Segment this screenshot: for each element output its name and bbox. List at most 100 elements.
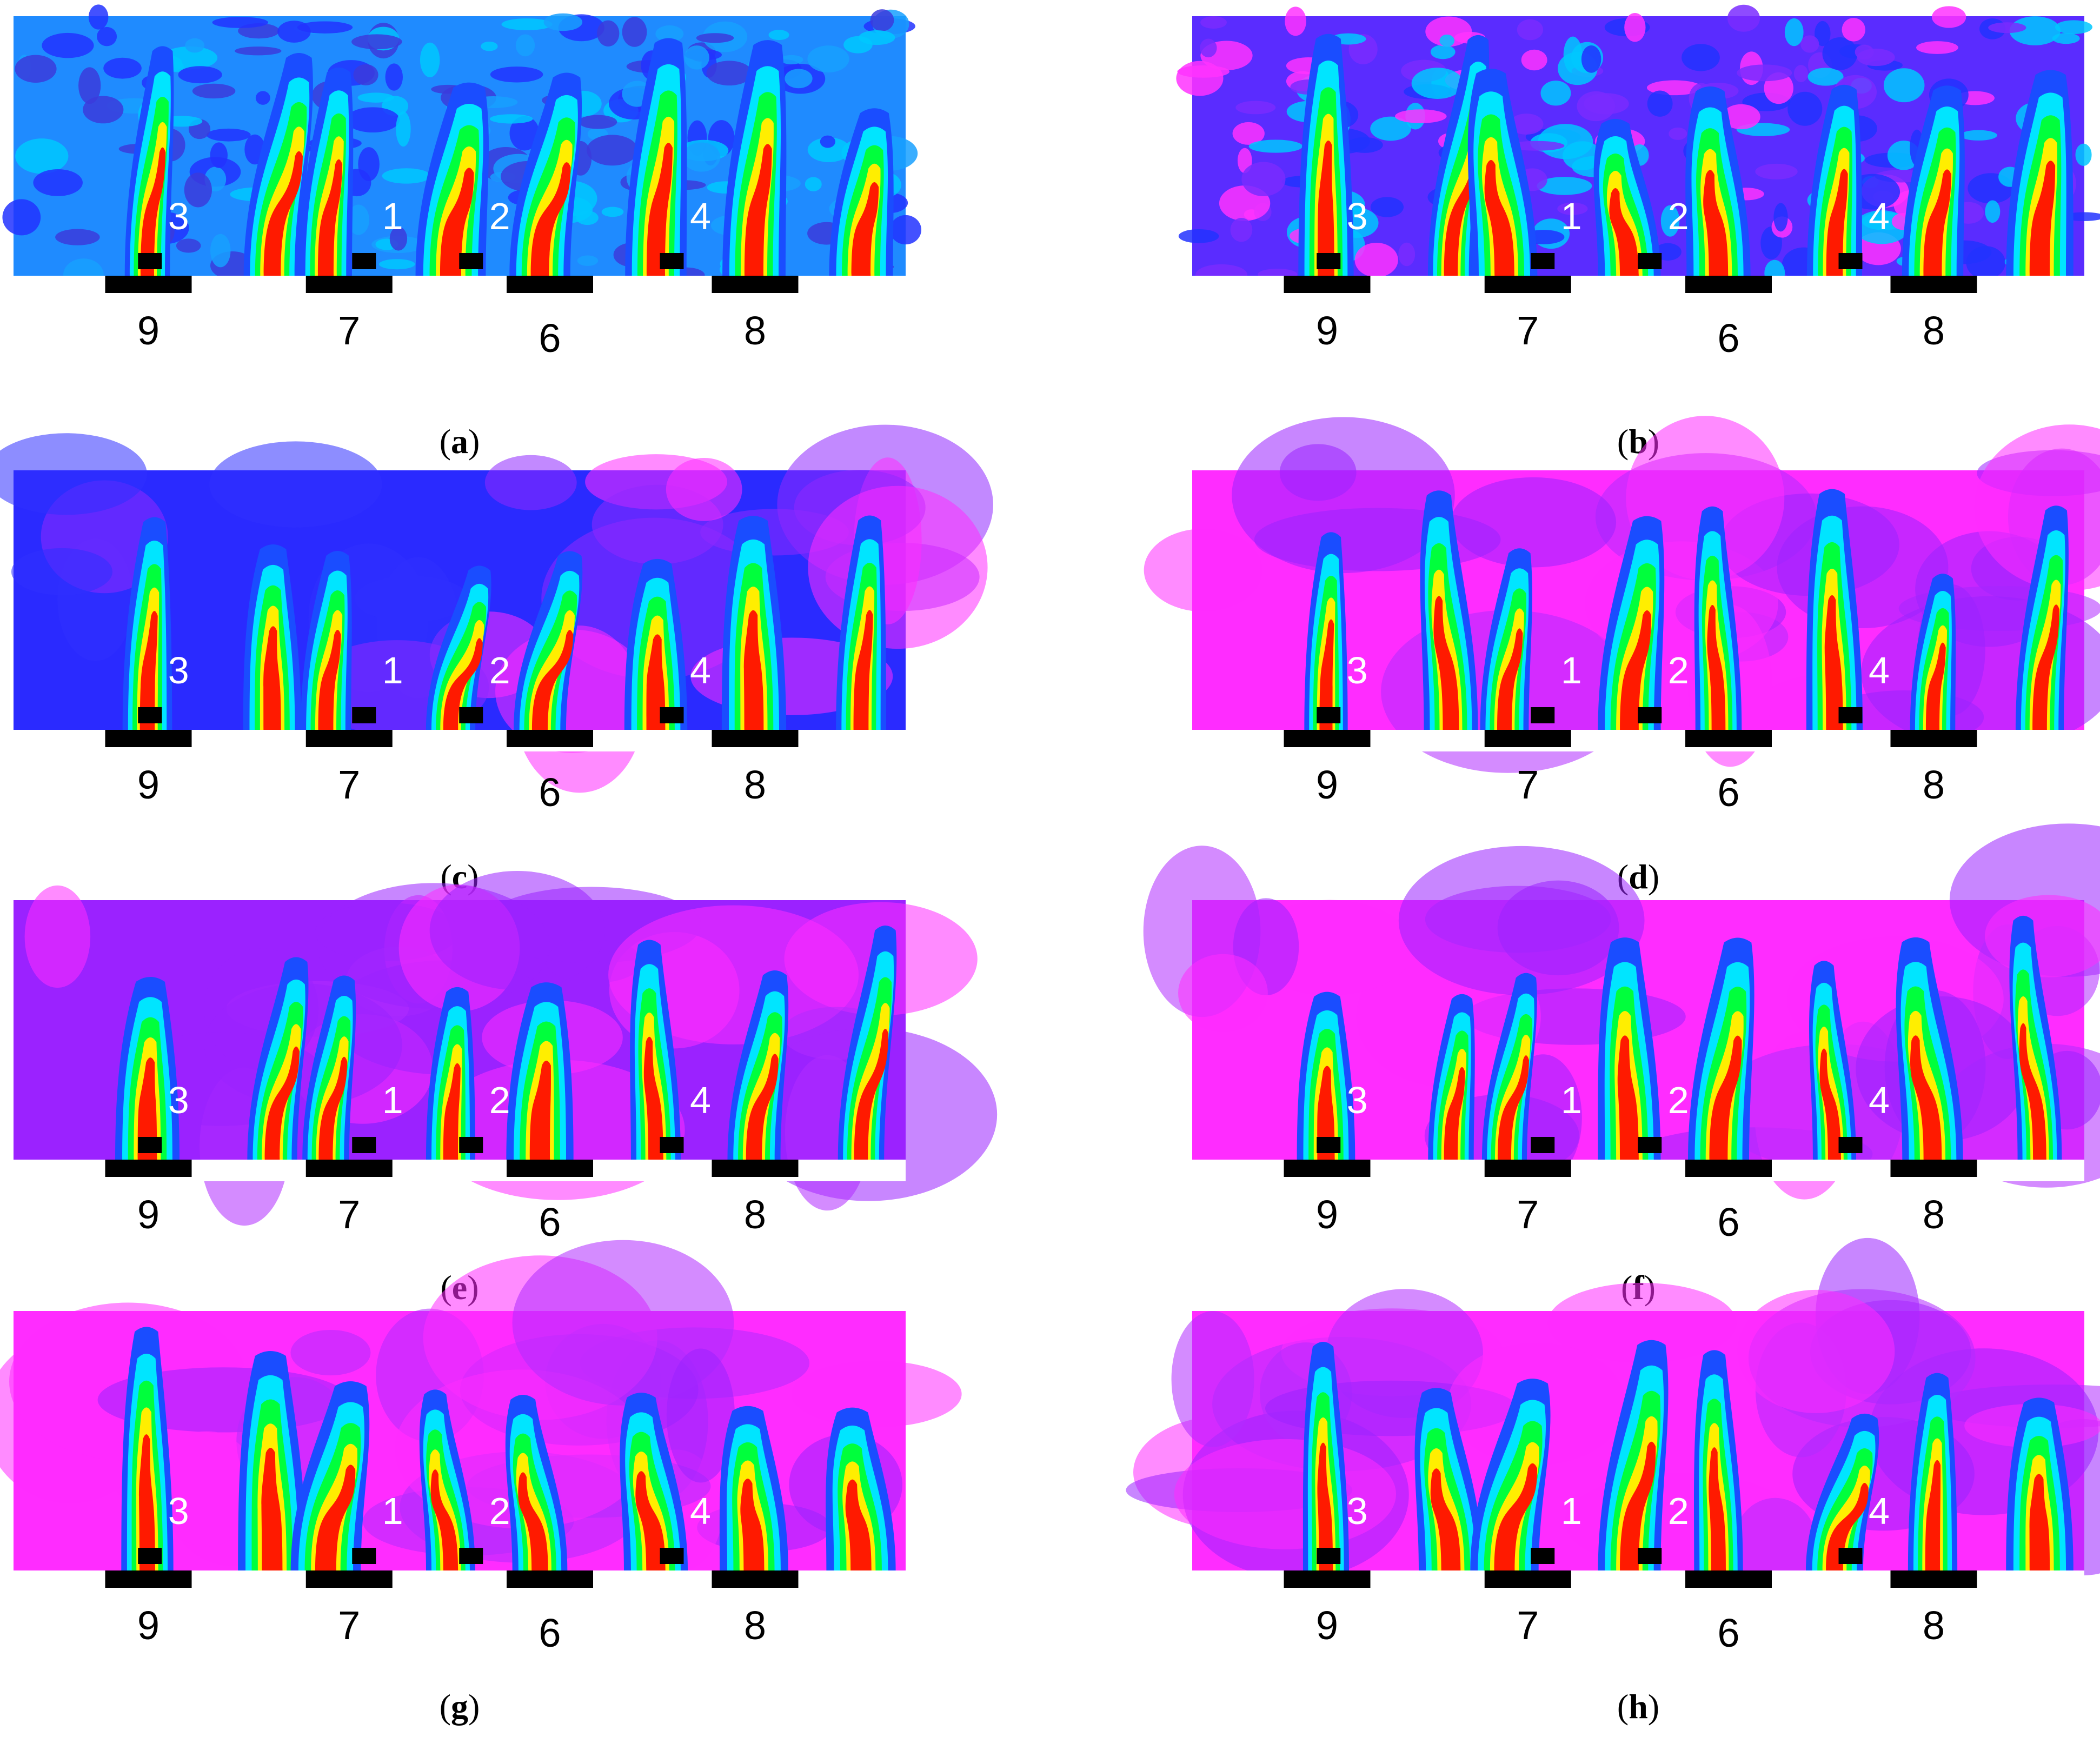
plume-band: [1826, 1482, 1869, 1570]
sensor-label: 3: [168, 1079, 189, 1121]
source-label: 7: [1517, 1603, 1539, 1648]
plume-band: [1317, 1442, 1333, 1570]
contour-blob: [1521, 49, 1547, 71]
contour-map: [1143, 823, 2100, 1200]
plume-band: [317, 159, 343, 276]
source-bar: [1685, 730, 1772, 747]
panel-caption: (h): [1617, 1687, 1660, 1726]
plume-band: [1484, 159, 1514, 276]
sensor-marker: [1317, 707, 1341, 723]
sensor-label: 2: [1667, 649, 1689, 691]
source-label: 8: [1922, 1192, 1945, 1237]
sensor-marker: [1531, 253, 1555, 269]
contour-blob: [1517, 19, 1544, 41]
source-label: 8: [743, 762, 767, 807]
contour-blob: [176, 238, 201, 253]
source-label: 9: [1315, 1192, 1339, 1237]
contour-map: [0, 424, 993, 793]
contour-blob: [768, 30, 789, 41]
source-bar: [105, 276, 192, 293]
contour-blob: [1669, 127, 1687, 140]
source-label: 8: [743, 1603, 767, 1648]
contour-blob: [420, 42, 440, 77]
contour-blob: [1883, 68, 1925, 103]
plume-band: [1910, 1035, 1942, 1160]
source-bar: [1890, 276, 1977, 293]
contour-blob: [1787, 91, 1823, 126]
sensor-label: 4: [690, 195, 711, 237]
sensor-marker: [1317, 1137, 1341, 1153]
source-bar: [305, 1570, 393, 1588]
contour-blob: [859, 30, 895, 45]
sensor-marker: [459, 1137, 483, 1153]
contour-blob: [889, 215, 922, 245]
contour-blob: [1171, 1311, 1254, 1447]
panel-b: 3 1 2 4 9 7 6 8: [1176, 4, 2100, 384]
source-label: 9: [137, 1192, 160, 1237]
contour-blob: [389, 227, 408, 251]
contour-blob: [1682, 44, 1720, 71]
contour-blob: [1398, 242, 1415, 267]
sensor-marker: [138, 1137, 162, 1153]
source-label: 7: [338, 762, 361, 807]
contour-blob: [1626, 416, 1785, 581]
sensor-label: 2: [1667, 1079, 1689, 1121]
contour-blob: [780, 55, 803, 64]
source-label: 9: [137, 762, 160, 807]
contour-blob: [1508, 141, 1565, 151]
contour-blob: [543, 13, 583, 31]
panel-caption-letter: g: [451, 1687, 468, 1726]
contour-blob: [666, 1348, 735, 1483]
source-bar: [1685, 1160, 1772, 1177]
source-label: 7: [1517, 762, 1539, 807]
contour-blob: [666, 457, 742, 521]
source-label: 9: [1315, 308, 1339, 353]
plume-band: [137, 1057, 157, 1160]
contour-blob: [1178, 229, 1219, 243]
contour-blob: [357, 92, 394, 103]
contour-blob: [1346, 137, 1383, 153]
contour-blob: [577, 255, 599, 266]
plume-band: [1497, 628, 1523, 730]
panel-caption-letter: h: [1629, 1687, 1648, 1726]
source-bar: [1484, 1160, 1571, 1177]
sensor-label: 2: [489, 195, 510, 237]
sensor-marker: [1838, 707, 1863, 723]
sensor-label: 2: [489, 1490, 510, 1532]
source-bar: [105, 730, 192, 747]
source-bar: [105, 1160, 192, 1177]
contour-blob: [209, 441, 382, 528]
contour-blob: [1178, 954, 1268, 1033]
source-bar: [507, 1570, 593, 1588]
plume-band: [1620, 610, 1652, 730]
sensor-marker: [352, 253, 376, 269]
sensor-label: 4: [1869, 1490, 1890, 1532]
plume-band: [531, 630, 574, 730]
source-label: 7: [338, 1192, 361, 1237]
contour-blob: [97, 26, 117, 46]
plume-band: [1319, 619, 1334, 730]
source-label: 7: [1517, 308, 1539, 353]
plume-band: [264, 1046, 300, 1160]
plume-band: [1925, 1460, 1941, 1570]
plume-band: [1317, 1066, 1335, 1160]
contour-blob: [579, 115, 617, 129]
plume-band: [2032, 604, 2059, 730]
source-label: 7: [338, 308, 361, 353]
plume-band: [646, 143, 673, 276]
contour-blob: [1370, 197, 1404, 217]
source-label: 7: [1517, 1192, 1539, 1237]
contour-blob: [2055, 20, 2092, 34]
plume-band: [740, 1479, 765, 1570]
contour-blob: [1430, 44, 1456, 59]
source-bar: [1890, 1160, 1977, 1177]
contour-blob: [1773, 203, 1788, 232]
contour-blob: [1737, 1289, 1895, 1413]
source-bar: [305, 276, 393, 293]
contour-blob: [429, 870, 606, 990]
source-bar: [1890, 730, 1977, 747]
sensor-label: 1: [382, 649, 403, 691]
source-bar: [1685, 276, 1772, 293]
sensor-label: 4: [690, 649, 711, 691]
sensor-label: 2: [1667, 1490, 1689, 1532]
